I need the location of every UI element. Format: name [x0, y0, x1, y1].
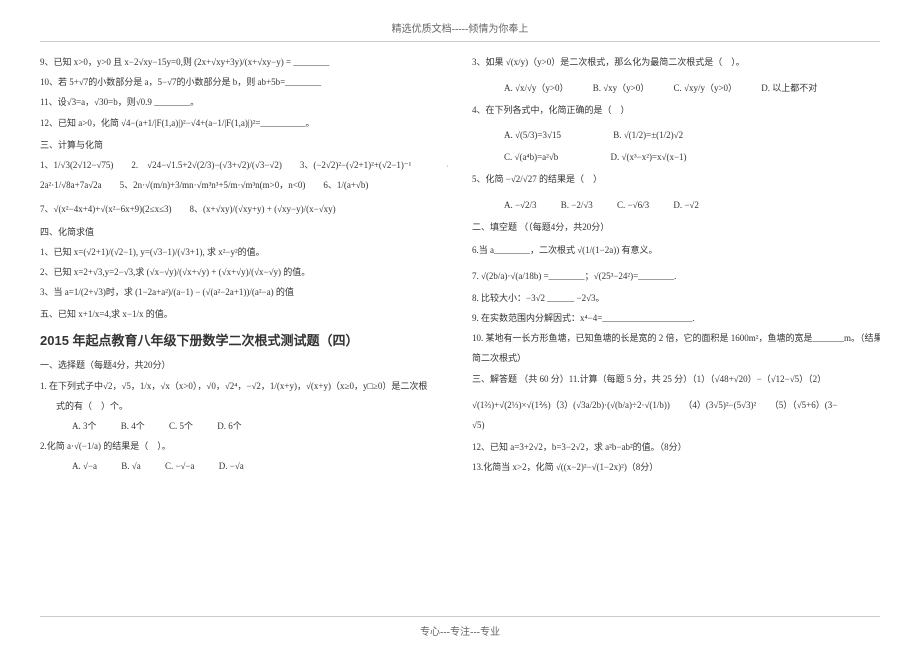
- q1-text: 1. 在下列式子中√2，√5，1/x，√x（x>0），√0，√2⁴，−√2，1/…: [40, 378, 448, 394]
- q10r-text: 10. 某地有一长方形鱼塘，已知鱼塘的长是宽的 2 倍，它的面积是 1600m²…: [472, 330, 880, 346]
- q10: 10、若 5+√7的小数部分是 a，5−√7的小数部分是 b，则 ab+5b=_…: [40, 74, 448, 90]
- left-column: 9、已知 x>0，y>0 且 x−2√xy−15y=0,则 (2x+√xy+3y…: [40, 54, 448, 609]
- q2-opt-b: B. √a: [121, 458, 140, 474]
- q5-opt-d: D. −√2: [673, 197, 699, 213]
- section3-label: 三、计算与化简: [40, 137, 448, 153]
- right-column: 3、如果 √(x/y)（y>0）是二次根式，那么化为最简二次根式是（ ）。 A.…: [472, 54, 880, 609]
- content-area: 9、已知 x>0，y>0 且 x−2√xy−15y=0,则 (2x+√xy+3y…: [40, 54, 880, 609]
- section4-label: 四、化简求值: [40, 224, 448, 240]
- exam-title: 2015 年起点教育八年级下册数学二次根式测试题（四）: [40, 330, 448, 349]
- q3-opt-a: A. √x/√y（y>0）: [504, 80, 568, 96]
- q1-options: A. 3个 B. 4个 C. 5个 D. 6个: [40, 418, 448, 434]
- q1-opt-d: D. 6个: [217, 418, 242, 434]
- q12: 12、已知 a>0，化简 √4−(a+1/|F(1,a)|)²−√4+(a−1/…: [40, 115, 448, 131]
- q1-opt-c: C. 5个: [169, 418, 193, 434]
- q3-text: 3、如果 √(x/y)（y>0）是二次根式，那么化为最简二次根式是（ ）。: [472, 54, 880, 70]
- q2-text: 2.化简 a·√(−1/a) 的结果是（ ）。: [40, 438, 448, 454]
- q1-opt-a: A. 3个: [72, 418, 97, 434]
- q1-opt-b: B. 4个: [121, 418, 145, 434]
- q11c-text: √5): [472, 417, 880, 433]
- q4-options-row2: C. √(a⁴b)=a²√b D. √(x³−x²)=x√(x−1): [472, 149, 880, 165]
- calc-1: 1、1/√3(2√12−√75) 2. √24−√1.5+2√(2/3)−(√3…: [40, 157, 448, 173]
- mc-section-label: 一、选择题（每题4分，共20分）: [40, 357, 448, 373]
- q6-text: 6.当 a________，二次根式 √(1/(1−2a)) 有意义。: [472, 242, 880, 258]
- q4-opt-b: B. √(1/2)=±(1/2)√2: [613, 127, 683, 143]
- q5-opt-c: C. −√6/3: [617, 197, 649, 213]
- solve-section-label: 三、解答题 （共 60 分）11.计算（每题 5 分，共 25 分）（1）（√4…: [472, 371, 880, 387]
- fill-section-label: 二、填空题 （（每题4分，共20分）: [472, 219, 880, 235]
- q8-text: 8. 比较大小：−3√2 ______ −2√3。: [472, 290, 880, 306]
- q4-opt-a: A. √(5/3)=3√15: [504, 127, 561, 143]
- q5-opt-b: B. −2/√3: [561, 197, 593, 213]
- doc-footer: 专心---专注---专业: [40, 616, 880, 638]
- q5-options: A. −√2/3 B. −2/√3 C. −√6/3 D. −√2: [472, 197, 880, 213]
- q2-opt-a: A. √−a: [72, 458, 97, 474]
- q3-opt-b: B. √xy（y>0）: [593, 80, 650, 96]
- q12-text: 12、已知 a=3+2√2，b=3−2√2，求 a²b−ab²的值。（8分）: [472, 439, 880, 455]
- simplify-1: 1、已知 x=(√2+1)/(√2−1), y=(√3−1)/(√3+1), 求…: [40, 244, 448, 260]
- q10rb-text: 简二次根式）: [472, 350, 880, 366]
- q1b-text: 式的有（ ）个。: [40, 398, 448, 414]
- section5-label: 五、已知 x+1/x=4,求 x−1/x 的值。: [40, 306, 448, 322]
- simplify-3: 3、当 a=1/(2+√3)时，求 (1−2a+a²)/(a−1) − (√(a…: [40, 284, 448, 300]
- q2-opt-c: C. −√−a: [165, 458, 195, 474]
- q11: 11、设√3=a，√30=b，则√0.9 ________。: [40, 94, 448, 110]
- q1-body: 在下列式子中√2，√5，1/x，√x（x>0），√0，√2⁴，−√2，1/(x+…: [49, 381, 427, 391]
- doc-header: 精选优质文档-----倾情为你奉上: [40, 20, 880, 42]
- q4-opt-c: C. √(a⁴b)=a²√b: [504, 149, 558, 165]
- simplify-2: 2、已知 x=2+√3,y=2−√3,求 (√x−√y)/(√x+√y) + (…: [40, 264, 448, 280]
- q4-opt-d: D. √(x³−x²)=x√(x−1): [611, 149, 687, 165]
- q2-opt-d: D. −√a: [219, 458, 244, 474]
- calc-2: 2a²·1/√8a+7a√2a 5、2n·√(m/n)+3/mn·√m³n³+5…: [40, 177, 448, 193]
- q3-opt-d: D. 以上都不对: [761, 80, 817, 96]
- q7-text: 7. √(2b/a)·√(a/18b) =________；√(25³−24²)…: [472, 268, 880, 284]
- q2-options: A. √−a B. √a C. −√−a D. −√a: [40, 458, 448, 474]
- q9: 9、已知 x>0，y>0 且 x−2√xy−15y=0,则 (2x+√xy+3y…: [40, 54, 448, 70]
- q3-opt-c: C. √xy/y（y>0）: [674, 80, 738, 96]
- q11b-text: √(1⅔)+√(2⅓)×√(1⅖)（3）(√3a/2b)·(√(b/a)÷2·√…: [472, 397, 880, 413]
- q3-options: A. √x/√y（y>0） B. √xy（y>0） C. √xy/y（y>0） …: [472, 80, 880, 96]
- q13-text: 13.化简当 x>2，化简 √((x−2)²−√(1−2x)²)（8分）: [472, 459, 880, 475]
- q9r-text: 9. 在实数范围内分解因式：x⁴−4=____________________.: [472, 310, 880, 326]
- q5-opt-a: A. −√2/3: [504, 197, 537, 213]
- calc-3: 7、√(x²−4x+4)+√(x²−6x+9)(2≤x≤3) 8、(x+√xy)…: [40, 201, 448, 217]
- q4-options-row1: A. √(5/3)=3√15 B. √(1/2)=±(1/2)√2: [472, 127, 880, 143]
- q4-text: 4、在下列各式中，化简正确的是（ ）: [472, 102, 880, 118]
- q5-text: 5、化简 −√2/√27 的结果是（ ）: [472, 171, 880, 187]
